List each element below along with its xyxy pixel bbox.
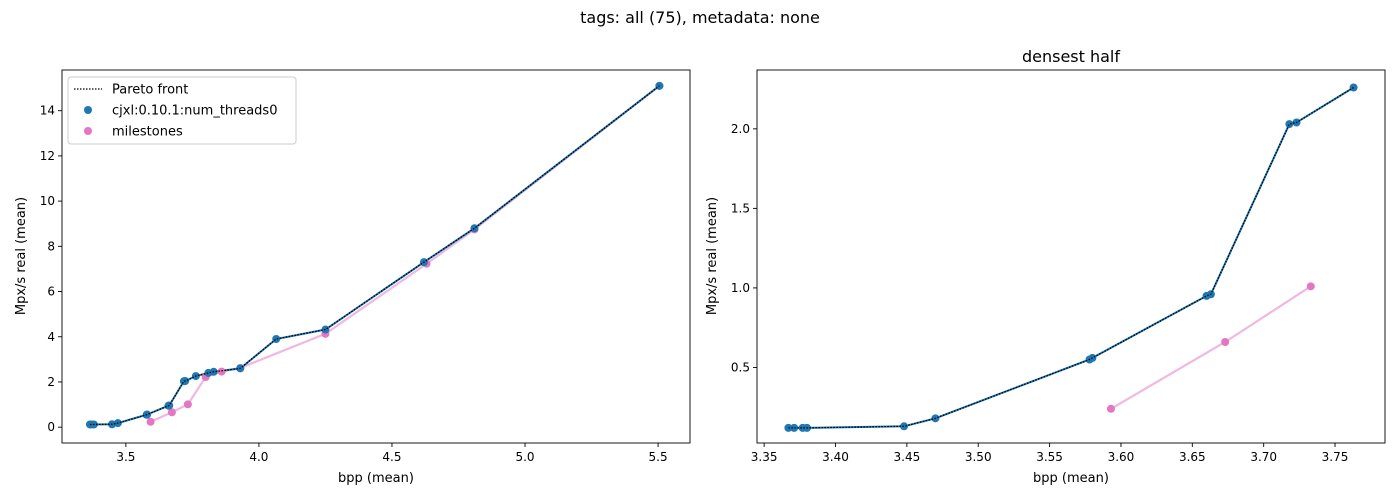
legend-label: Pareto front xyxy=(112,83,188,98)
left-x-tick-label: 4.5 xyxy=(382,450,401,464)
right-chart-xlabel: bpp (mean) xyxy=(1033,471,1109,486)
left-y-tick-label: 10 xyxy=(40,194,55,208)
left-milestones-point xyxy=(167,408,176,417)
right-axes-frame xyxy=(756,69,1386,444)
right-y-tick-label: 1.0 xyxy=(731,281,750,295)
figure-suptitle: tags: all (75), metadata: none xyxy=(580,8,820,27)
legend-milestones-swatch xyxy=(84,127,92,135)
legend-cjxl-swatch xyxy=(84,106,92,114)
left-y-tick-label: 12 xyxy=(40,149,55,163)
right-x-tick-label: 3.55 xyxy=(1036,450,1063,464)
right-x-tick-label: 3.65 xyxy=(1179,450,1206,464)
right-milestones-point xyxy=(1106,404,1115,413)
legend-label: cjxl:0.10.1:num_threads0 xyxy=(112,104,277,119)
right-y-tick-label: 2.0 xyxy=(731,122,750,136)
left-x-tick-label: 5.5 xyxy=(649,450,668,464)
left-x-tick-label: 3.5 xyxy=(116,450,135,464)
right-y-tick-label: 1.5 xyxy=(731,201,750,215)
right-cjxl-point xyxy=(1285,120,1294,129)
right-chart-title: densest half xyxy=(1022,47,1120,66)
left-cjxl-point xyxy=(470,224,479,233)
right-x-tick-label: 3.50 xyxy=(965,450,992,464)
right-milestones-point xyxy=(1306,282,1315,291)
left-axes-frame xyxy=(61,69,691,444)
left-cjxl-point xyxy=(321,325,330,334)
right-x-tick-label: 3.40 xyxy=(822,450,849,464)
left-y-tick-label: 4 xyxy=(47,330,55,344)
right-chart-ylabel: Mpx/s real (mean) xyxy=(705,197,720,315)
right-x-tick-label: 3.35 xyxy=(751,450,778,464)
right-cjxl-line xyxy=(788,86,1355,429)
left-chart-ylabel: Mpx/s real (mean) xyxy=(14,197,29,315)
left-milestones-point xyxy=(146,417,155,426)
left-chart-xlabel: bpp (mean) xyxy=(338,471,414,486)
left-milestones-point xyxy=(183,400,192,409)
left-cjxl-point xyxy=(143,410,152,419)
right-milestones-point xyxy=(1221,337,1230,346)
right-cjxl-point xyxy=(900,422,909,431)
right-milestones-line xyxy=(1110,285,1312,410)
right-x-tick-label: 3.75 xyxy=(1322,450,1349,464)
right-x-tick-label: 3.60 xyxy=(1108,450,1135,464)
legend-box xyxy=(67,76,297,145)
left-y-tick-label: 6 xyxy=(47,285,55,299)
left-y-tick-label: 2 xyxy=(47,375,55,389)
right-x-tick-label: 3.45 xyxy=(894,450,921,464)
right-pareto-front-line xyxy=(788,86,1354,429)
right-x-tick-label: 3.70 xyxy=(1250,450,1277,464)
left-y-tick-label: 0 xyxy=(47,420,55,434)
right-chart-panel: densest half bpp (mean) Mpx/s real (mean… xyxy=(705,47,1386,486)
left-y-tick-label: 14 xyxy=(40,104,55,118)
left-chart-panel: bpp (mean) Mpx/s real (mean) 3.5 4.0 4.5 5.… xyxy=(14,69,691,486)
left-y-tick-label: 8 xyxy=(47,239,55,253)
left-pareto-front-line xyxy=(89,85,660,426)
left-x-tick-label: 4.0 xyxy=(249,450,268,464)
legend-label: milestones xyxy=(112,125,183,140)
left-x-tick-label: 5.0 xyxy=(515,450,534,464)
left-milestones-point xyxy=(217,367,226,376)
left-cjxl-point xyxy=(272,335,281,344)
right-y-tick-label: 0.5 xyxy=(731,360,750,374)
right-cjxl-point xyxy=(790,423,799,432)
